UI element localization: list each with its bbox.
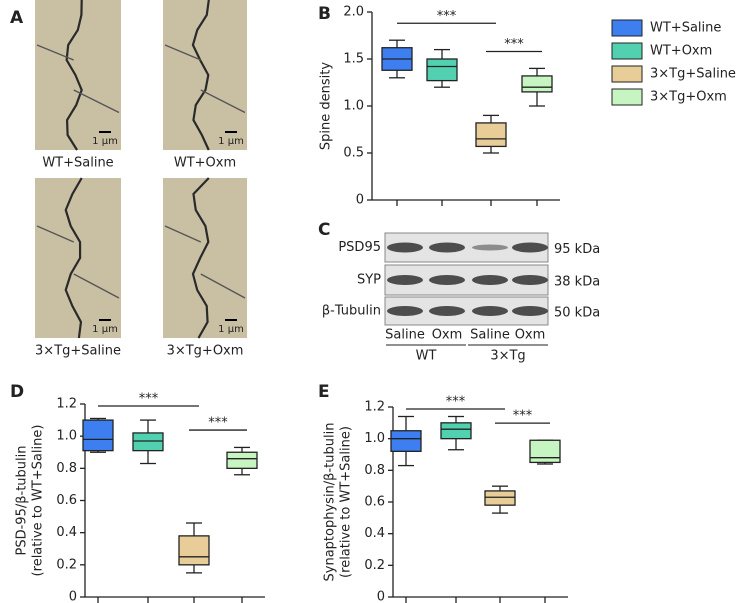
y-tick-label: 0.4: [364, 526, 385, 541]
group-label: WT: [416, 349, 437, 364]
lane-label: Saline: [385, 328, 425, 343]
dendrite: [191, 0, 210, 151]
panel-letter: D: [10, 382, 24, 402]
micrograph: [163, 0, 247, 150]
y-tick-label: 0.6: [56, 493, 77, 508]
y-tick-label: 0.2: [56, 557, 77, 572]
box: [426, 58, 458, 82]
significance-label: ***: [437, 9, 457, 24]
box: [529, 439, 561, 464]
significance-label: ***: [208, 416, 228, 431]
box: [132, 432, 164, 452]
y-axis-label: Spine density: [319, 62, 334, 150]
scale-label: 1 μm: [218, 136, 244, 147]
band: [387, 306, 423, 316]
protein-label: SYP: [357, 273, 381, 288]
y-tick-label: 1.0: [364, 431, 385, 446]
box: [178, 535, 210, 566]
significance-label: ***: [139, 392, 159, 407]
legend-label: 3×Tg+Oxm: [650, 90, 727, 105]
dendrite: [191, 177, 210, 339]
band: [472, 306, 508, 316]
lane-label: Oxm: [515, 328, 546, 343]
y-tick-label: 0: [69, 590, 77, 603]
y-tick-label: 0: [377, 590, 385, 603]
legend-swatch: [611, 88, 643, 106]
lane-label: Oxm: [432, 328, 463, 343]
protein-label: PSD95: [338, 240, 381, 255]
panel-letter: E: [318, 382, 330, 402]
dendrite: [64, 177, 83, 339]
significance-label: ***: [513, 409, 533, 424]
band: [429, 306, 465, 316]
legend-label: WT+Oxm: [650, 44, 712, 59]
size-label: 95 kDa: [554, 242, 600, 257]
micrograph: [163, 178, 247, 338]
size-label: 38 kDa: [554, 275, 600, 290]
scale-label: 1 μm: [92, 136, 118, 147]
significance-label: ***: [504, 37, 524, 52]
micrograph: [35, 0, 121, 150]
size-label: 50 kDa: [554, 306, 600, 321]
scale-label: 1 μm: [92, 324, 118, 335]
image-label: 3×Tg+Saline: [35, 344, 121, 359]
box: [226, 451, 258, 469]
y-tick-label: 1.0: [56, 429, 77, 444]
box: [475, 122, 507, 148]
legend-swatch: [611, 19, 643, 37]
y-axis-label: (relative to WT+Saline): [31, 425, 46, 577]
band: [429, 275, 465, 285]
band: [512, 306, 548, 316]
band: [472, 244, 508, 251]
significance-label: ***: [446, 395, 466, 410]
legend-swatch: [611, 65, 643, 83]
band: [429, 242, 465, 253]
y-tick-label: 1.2: [56, 397, 77, 412]
y-tick-label: 0.4: [56, 525, 77, 540]
protein-label: β-Tubulin: [322, 304, 381, 319]
branch: [36, 44, 120, 114]
y-tick-label: 0: [356, 193, 364, 208]
panel-letter: A: [10, 8, 24, 28]
micrograph: [35, 178, 121, 338]
y-tick-label: 0.5: [343, 146, 364, 161]
legend-label: WT+Saline: [650, 21, 721, 36]
y-axis-label: PSD-95/β-tubulin: [15, 446, 30, 556]
box: [521, 75, 553, 93]
band: [472, 275, 508, 285]
y-tick-label: 0.6: [364, 495, 385, 510]
legend-label: 3×Tg+Saline: [650, 67, 736, 82]
box: [82, 419, 114, 452]
image-label: WT+Oxm: [174, 156, 236, 171]
band: [387, 242, 423, 253]
branch: [36, 225, 120, 299]
y-tick-label: 1.5: [343, 52, 364, 67]
y-axis-label: (relative to WT+Saline): [339, 426, 354, 578]
box: [440, 422, 472, 440]
band: [512, 242, 548, 253]
dendrite: [65, 0, 83, 151]
box: [484, 490, 516, 506]
scale-label: 1 μm: [218, 324, 244, 335]
y-tick-label: 0.8: [56, 461, 77, 476]
box: [390, 430, 422, 452]
y-tick-label: 0.8: [364, 463, 385, 478]
y-axis-label: Synaptophysin/β-tubulin: [323, 423, 338, 582]
panel-letter: B: [318, 4, 331, 24]
y-tick-label: 1.2: [364, 400, 385, 415]
legend-swatch: [611, 42, 643, 60]
image-label: 3×Tg+Oxm: [167, 344, 244, 359]
y-tick-label: 2.0: [343, 5, 364, 20]
image-label: WT+Saline: [42, 156, 113, 171]
band: [387, 275, 423, 285]
y-tick-label: 1.0: [343, 99, 364, 114]
branch: [164, 225, 246, 299]
y-tick-label: 0.2: [364, 558, 385, 573]
branch: [164, 44, 246, 114]
lane-label: Saline: [470, 328, 510, 343]
group-label: 3×Tg: [490, 349, 525, 364]
panel-letter: C: [318, 220, 330, 240]
band: [512, 275, 548, 285]
